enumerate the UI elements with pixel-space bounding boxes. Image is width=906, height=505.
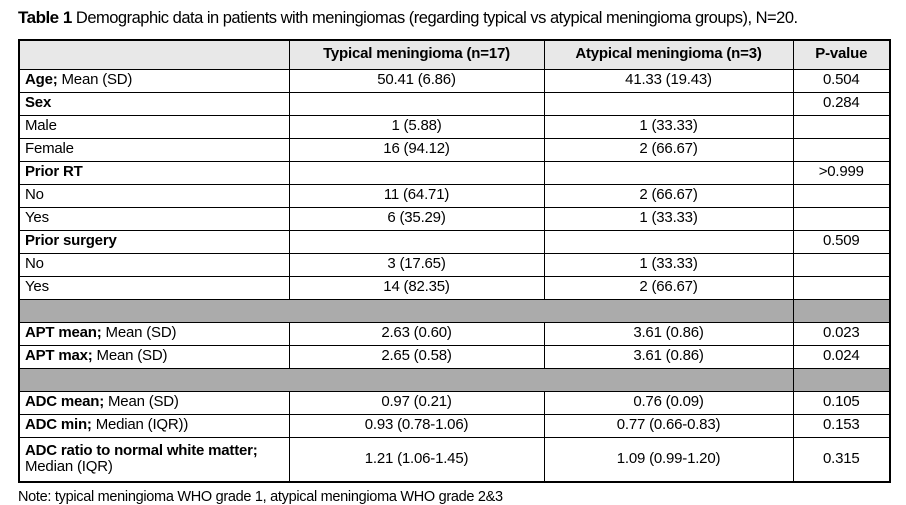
cell-pvalue: 0.105 — [792, 390, 891, 415]
table-row-surgery-no: No 3 (17.65) 1 (33.33) — [18, 252, 891, 277]
cell-atypical: 1.09 (0.99-1.20) — [543, 436, 794, 483]
cell-typical: 3 (17.65) — [288, 252, 545, 277]
cell-atypical: 2 (66.67) — [543, 275, 794, 300]
separator-row — [18, 367, 891, 392]
header-cell-empty — [18, 39, 290, 70]
row-label: Yes — [18, 275, 290, 300]
table-row-rt-yes: Yes 6 (35.29) 1 (33.33) — [18, 206, 891, 231]
cell-atypical: 1 (33.33) — [543, 252, 794, 277]
cell-typical: 0.93 (0.78-1.06) — [288, 413, 545, 438]
cell-pvalue — [792, 137, 891, 162]
table-row-adc-mean: ADC mean; Mean (SD) 0.97 (0.21) 0.76 (0.… — [18, 390, 891, 415]
row-label: No — [18, 183, 290, 208]
table-title-text: Demographic data in patients with mening… — [75, 9, 798, 27]
cell-typical — [288, 160, 545, 185]
separator-cell — [18, 367, 794, 392]
cell-pvalue: 0.284 — [792, 91, 891, 116]
table-row-prior-surgery: Prior surgery 0.509 — [18, 229, 891, 254]
cell-pvalue — [792, 114, 891, 139]
cell-typical — [288, 91, 545, 116]
cell-typical: 11 (64.71) — [288, 183, 545, 208]
cell-atypical: 2 (66.67) — [543, 183, 794, 208]
cell-typical: 2.63 (0.60) — [288, 321, 545, 346]
row-label: Yes — [18, 206, 290, 231]
cell-pvalue — [792, 275, 891, 300]
row-label: Male — [18, 114, 290, 139]
table-row-surgery-yes: Yes 14 (82.35) 2 (66.67) — [18, 275, 891, 300]
cell-typical: 14 (82.35) — [288, 275, 545, 300]
cell-atypical — [543, 91, 794, 116]
cell-pvalue: 0.504 — [792, 68, 891, 93]
table-row-adc-ratio: ADC ratio to normal white matter; Median … — [18, 436, 891, 483]
cell-atypical: 0.76 (0.09) — [543, 390, 794, 415]
table-row-rt-no: No 11 (64.71) 2 (66.67) — [18, 183, 891, 208]
separator-cell — [18, 298, 794, 323]
row-label: Sex — [18, 91, 290, 116]
cell-typical: 1.21 (1.06-1.45) — [288, 436, 545, 483]
cell-atypical: 1 (33.33) — [543, 206, 794, 231]
cell-typical: 50.41 (6.86) — [288, 68, 545, 93]
table-row-male: Male 1 (5.88) 1 (33.33) — [18, 114, 891, 139]
table-row-female: Female 16 (94.12) 2 (66.67) — [18, 137, 891, 162]
separator-row — [18, 298, 891, 323]
cell-pvalue: 0.024 — [792, 344, 891, 369]
header-cell-typical: Typical meningioma (n=17) — [288, 39, 545, 70]
cell-pvalue: 0.509 — [792, 229, 891, 254]
table-row-age: Age; Mean (SD) 50.41 (6.86) 41.33 (19.43… — [18, 68, 891, 93]
cell-atypical — [543, 229, 794, 254]
cell-pvalue — [792, 183, 891, 208]
cell-typical: 2.65 (0.58) — [288, 344, 545, 369]
row-label: No — [18, 252, 290, 277]
table-row-apt-mean: APT mean; Mean (SD) 2.63 (0.60) 3.61 (0.… — [18, 321, 891, 346]
row-label: ADC mean; Mean (SD) — [18, 390, 290, 415]
demographics-table: Typical meningioma (n=17) Atypical menin… — [18, 38, 891, 483]
row-label: ADC ratio to normal white matter; Median … — [18, 436, 290, 483]
header-cell-atypical: Atypical meningioma (n=3) — [543, 39, 794, 70]
table-title-label: Table 1 — [18, 8, 72, 27]
table-row-apt-max: APT max; Mean (SD) 2.65 (0.58) 3.61 (0.8… — [18, 344, 891, 369]
cell-pvalue: >0.999 — [792, 160, 891, 185]
cell-typical: 16 (94.12) — [288, 137, 545, 162]
table-footnote: Note: typical meningioma WHO grade 1, at… — [18, 488, 503, 505]
cell-pvalue — [792, 252, 891, 277]
cell-atypical: 3.61 (0.86) — [543, 344, 794, 369]
row-label: Prior surgery — [18, 229, 290, 254]
table-row-adc-min: ADC min; Median (IQR)) 0.93 (0.78-1.06) … — [18, 413, 891, 438]
cell-pvalue — [792, 206, 891, 231]
cell-typical — [288, 229, 545, 254]
cell-atypical: 1 (33.33) — [543, 114, 794, 139]
row-label: Prior RT — [18, 160, 290, 185]
separator-cell-pvalue — [792, 298, 891, 323]
cell-pvalue: 0.315 — [792, 436, 891, 483]
cell-atypical — [543, 160, 794, 185]
row-label: Female — [18, 137, 290, 162]
header-row: Typical meningioma (n=17) Atypical menin… — [18, 39, 891, 70]
cell-atypical: 3.61 (0.86) — [543, 321, 794, 346]
cell-typical: 6 (35.29) — [288, 206, 545, 231]
table-title: Table 1 Demographic data in patients wit… — [18, 8, 890, 29]
cell-typical: 0.97 (0.21) — [288, 390, 545, 415]
row-label: Age; Mean (SD) — [18, 68, 290, 93]
header-cell-pvalue: P-value — [792, 39, 891, 70]
cell-atypical: 2 (66.67) — [543, 137, 794, 162]
table-row-sex: Sex 0.284 — [18, 91, 891, 116]
cell-atypical: 41.33 (19.43) — [543, 68, 794, 93]
cell-atypical: 0.77 (0.66-0.83) — [543, 413, 794, 438]
row-label: APT mean; Mean (SD) — [18, 321, 290, 346]
row-label: ADC min; Median (IQR)) — [18, 413, 290, 438]
separator-cell-pvalue — [792, 367, 891, 392]
cell-typical: 1 (5.88) — [288, 114, 545, 139]
row-label: APT max; Mean (SD) — [18, 344, 290, 369]
table-row-prior-rt: Prior RT >0.999 — [18, 160, 891, 185]
cell-pvalue: 0.023 — [792, 321, 891, 346]
cell-pvalue: 0.153 — [792, 413, 891, 438]
